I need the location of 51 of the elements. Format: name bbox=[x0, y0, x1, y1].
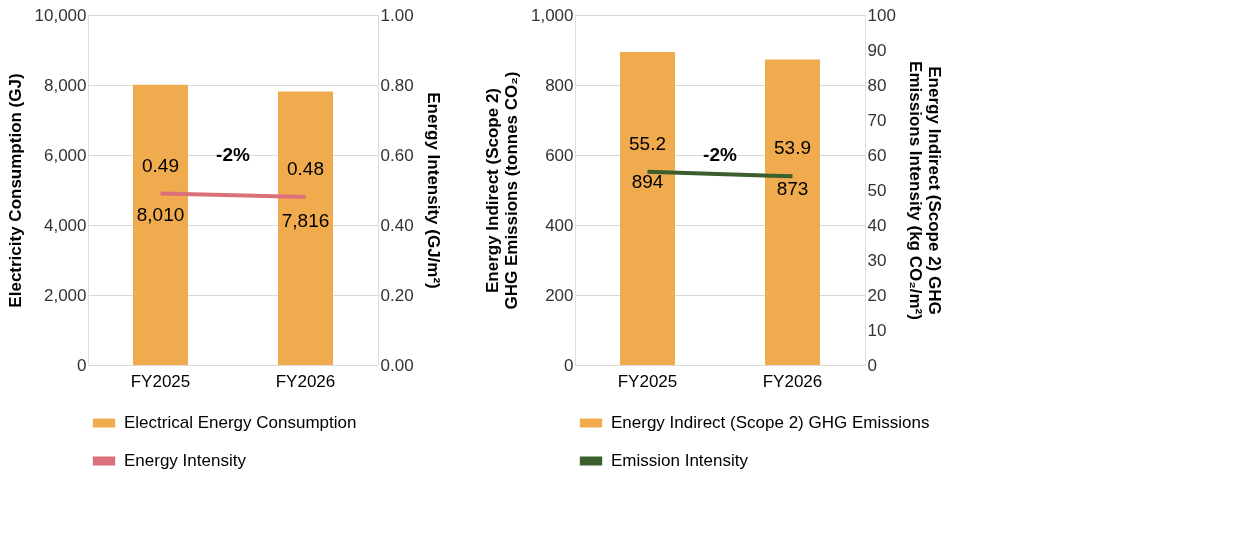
y2-tick-label: 90 bbox=[867, 40, 887, 60]
legend-label: Emission Intensity bbox=[611, 451, 749, 470]
y2-tick-label: 10 bbox=[867, 320, 887, 340]
y2-axis-title: Energy Intensity (GJ/m²) bbox=[423, 92, 443, 289]
y2-tick-label: 0 bbox=[867, 355, 877, 375]
data-label: 894 bbox=[631, 171, 664, 193]
y-tick-label: 600 bbox=[545, 145, 574, 165]
annotation: -2% bbox=[216, 144, 250, 165]
y2-tick-label: 30 bbox=[867, 250, 887, 270]
y-tick-label: 1,000 bbox=[530, 5, 574, 25]
data-label: 53.9 bbox=[774, 137, 811, 159]
y-tick-label: 6,000 bbox=[43, 145, 87, 165]
y2-tick-label: 0.60 bbox=[380, 145, 414, 165]
y-tick-label: 200 bbox=[545, 285, 574, 305]
y-tick-label: 0 bbox=[564, 355, 574, 375]
annotation: -2% bbox=[703, 144, 737, 165]
legend-label: Energy Intensity bbox=[124, 451, 247, 470]
y2-tick-label: 100 bbox=[867, 5, 896, 25]
y2-tick-label: 0.20 bbox=[380, 285, 414, 305]
y-axis-title: Energy Indirect (Scope 2) GHG Emissions (tonnes CO₂) bbox=[482, 71, 521, 310]
y-tick-label: 10,000 bbox=[34, 5, 87, 25]
y-tick-label: 400 bbox=[545, 215, 574, 235]
y2-tick-label: 0.40 bbox=[380, 215, 414, 235]
y2-tick-label: 20 bbox=[867, 285, 887, 305]
data-label: 7,816 bbox=[281, 210, 330, 232]
x-tick-label: FY2026 bbox=[275, 371, 336, 391]
y2-tick-label: 50 bbox=[867, 180, 887, 200]
y-tick-label: 0 bbox=[77, 355, 87, 375]
y2-axis-title: Energy Indirect (Scope 2) GHG Emissions Intensity (kg CO₂/m²) bbox=[905, 61, 944, 320]
y2-tick-label: 1.00 bbox=[380, 5, 414, 25]
y2-tick-label: 40 bbox=[867, 215, 887, 235]
y2-tick-label: 80 bbox=[867, 75, 887, 95]
data-label: 873 bbox=[776, 178, 809, 200]
y-tick-label: 4,000 bbox=[43, 215, 87, 235]
x-tick-label: FY2025 bbox=[130, 371, 191, 391]
y2-tick-label: 0.00 bbox=[380, 355, 414, 375]
y2-tick-label: 0.80 bbox=[380, 75, 414, 95]
y-tick-label: 2,000 bbox=[43, 285, 87, 305]
y2-tick-label: 70 bbox=[867, 110, 887, 130]
data-label: 8,010 bbox=[136, 203, 185, 225]
data-label: 55.2 bbox=[629, 132, 666, 154]
y-tick-label: 8,000 bbox=[43, 75, 87, 95]
x-tick-label: FY2025 bbox=[617, 371, 678, 391]
data-label: 0.49 bbox=[142, 154, 179, 176]
y-axis-title: Electricity Consumption (GJ) bbox=[5, 73, 25, 308]
y-tick-label: 800 bbox=[545, 75, 574, 95]
y2-tick-label: 60 bbox=[867, 145, 887, 165]
legend-label: Energy Indirect (Scope 2) GHG Emissions bbox=[611, 413, 930, 432]
x-tick-label: FY2026 bbox=[762, 371, 823, 391]
data-label: 0.48 bbox=[287, 158, 324, 179]
legend-label: Electrical Energy Consumption bbox=[124, 413, 357, 432]
